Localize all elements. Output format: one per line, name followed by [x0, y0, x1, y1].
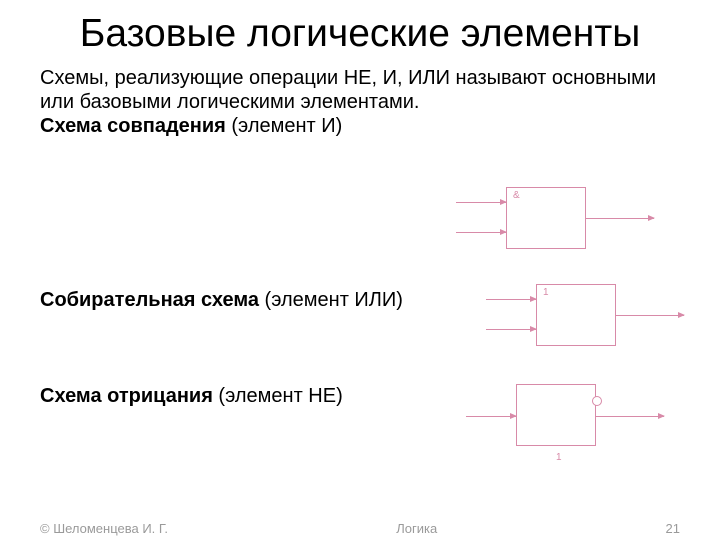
not-bubble — [592, 396, 602, 406]
and-output — [586, 218, 654, 219]
section2-rest: (элемент ИЛИ) — [259, 289, 403, 311]
and-input-1 — [456, 202, 506, 203]
footer-subject: Логика — [396, 521, 437, 536]
footer: © Шеломенцева И. Г. Логика 21 — [40, 521, 680, 536]
not-input — [466, 416, 516, 417]
section3-rest: (элемент НЕ) — [213, 385, 343, 407]
not-output — [596, 416, 664, 417]
section1-bold: Схема совпадения — [40, 115, 226, 137]
footer-author: © Шеломенцева И. Г. — [40, 521, 168, 536]
and-gate-symbol: & — [513, 190, 520, 201]
or-output — [616, 315, 684, 316]
footer-page: 21 — [666, 521, 680, 536]
and-input-2 — [456, 232, 506, 233]
not-gate-symbol: 1 — [556, 452, 562, 463]
section2-bold: Собирательная схема — [40, 289, 259, 311]
slide: Базовые логические элементы Схемы, реали… — [0, 12, 720, 552]
intro-text: Схемы, реализующие операции НЕ, И, ИЛИ н… — [40, 67, 656, 113]
or-gate-symbol: 1 — [543, 287, 549, 298]
intro-paragraph: Схемы, реализующие операции НЕ, И, ИЛИ н… — [40, 66, 692, 139]
not-gate-box — [516, 384, 596, 446]
slide-title: Базовые логические элементы — [0, 12, 720, 56]
section3-bold: Схема отрицания — [40, 385, 213, 407]
or-input-1 — [486, 299, 536, 300]
section1-rest: (элемент И) — [226, 115, 342, 137]
or-input-2 — [486, 329, 536, 330]
